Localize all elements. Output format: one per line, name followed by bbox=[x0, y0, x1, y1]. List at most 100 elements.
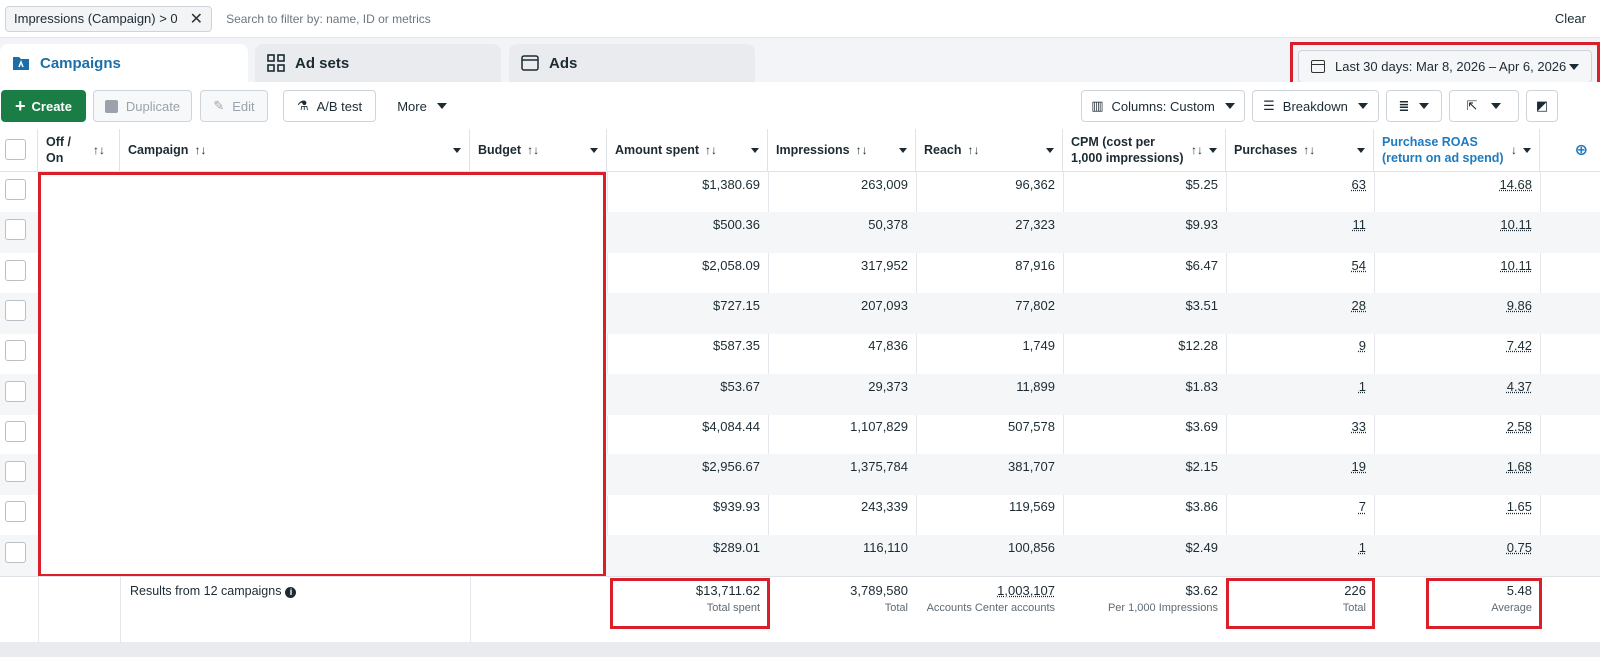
row-checkbox[interactable] bbox=[5, 501, 26, 523]
date-range-picker[interactable]: Last 30 days: Mar 8, 2026 – Apr 6, 2026 bbox=[1298, 50, 1592, 83]
cell-value: $2.15 bbox=[1185, 459, 1218, 475]
edit-button[interactable]: ✎ Edit bbox=[200, 90, 268, 122]
search-input[interactable]: Search to filter by: name, ID or metrics bbox=[226, 11, 431, 26]
sort-icon[interactable]: ↑↓ bbox=[1191, 143, 1203, 157]
cell-value: $4,084.44 bbox=[702, 418, 760, 434]
cell-value: $727.15 bbox=[713, 297, 760, 313]
total-value[interactable]: 1,003,107 bbox=[997, 583, 1055, 598]
chevron-down-icon[interactable] bbox=[1046, 147, 1054, 153]
col-purchases[interactable]: Purchases ↑↓ bbox=[1226, 129, 1374, 172]
tab-campaigns[interactable]: Campaigns bbox=[0, 44, 248, 82]
cell-purchases[interactable]: 19 bbox=[1226, 454, 1374, 495]
cell-roas[interactable]: 1.68 bbox=[1374, 454, 1540, 495]
cell-roas[interactable]: 2.58 bbox=[1374, 414, 1540, 455]
cell-roas[interactable]: 0.75 bbox=[1374, 535, 1540, 576]
cell-purchases[interactable]: 1 bbox=[1226, 535, 1374, 576]
chart-icon: ◩ bbox=[1535, 98, 1549, 113]
table-row[interactable]: $939.93 243,339 119,569 $3.86 7 1.65 bbox=[0, 494, 1600, 535]
row-checkbox[interactable] bbox=[5, 219, 26, 241]
row-checkbox[interactable] bbox=[5, 420, 26, 442]
table-row[interactable]: $1,380.69 263,009 96,362 $5.25 63 14.68 bbox=[0, 172, 1600, 213]
col-cpm[interactable]: CPM (cost per 1,000 impressions) ↑↓ bbox=[1063, 129, 1226, 172]
sort-icon[interactable]: ↑↓ bbox=[705, 143, 718, 157]
ab-test-button[interactable]: ⚗ A/B test bbox=[283, 90, 376, 122]
cell-purchases[interactable]: 63 bbox=[1226, 172, 1374, 213]
chevron-down-icon bbox=[1357, 103, 1368, 109]
total-sub: Accounts Center accounts bbox=[926, 602, 1055, 614]
chevron-down-icon bbox=[1491, 103, 1502, 109]
duplicate-button[interactable]: Duplicate bbox=[93, 90, 192, 122]
cell-roas[interactable]: 10.11 bbox=[1374, 212, 1540, 253]
col-purchase-roas[interactable]: Purchase ROAS (return on ad spend) ↓ bbox=[1374, 129, 1540, 172]
col-campaign[interactable]: Campaign ↑↓ bbox=[120, 129, 470, 172]
cell-purchases[interactable]: 1 bbox=[1226, 374, 1374, 415]
cell-roas[interactable]: 1.65 bbox=[1374, 494, 1540, 535]
col-off-on[interactable]: Off / On ↑↓ bbox=[38, 129, 120, 172]
tab-label: Campaigns bbox=[40, 54, 121, 72]
row-checkbox[interactable] bbox=[5, 380, 26, 402]
col-impressions[interactable]: Impressions ↑↓ bbox=[768, 129, 916, 172]
chevron-down-icon[interactable] bbox=[1523, 147, 1531, 153]
cell-roas[interactable]: 7.42 bbox=[1374, 333, 1540, 374]
table-row[interactable]: $4,084.44 1,107,829 507,578 $3.69 33 2.58 bbox=[0, 414, 1600, 455]
cell-purchases[interactable]: 28 bbox=[1226, 293, 1374, 334]
tab-ads[interactable]: Ads bbox=[509, 44, 755, 82]
cell-purchases[interactable]: 54 bbox=[1226, 253, 1374, 294]
horizontal-scrollbar[interactable] bbox=[0, 642, 1600, 657]
more-button[interactable]: More bbox=[388, 90, 456, 122]
cell-impressions: 1,107,829 bbox=[768, 414, 916, 455]
cell-roas[interactable]: 9.86 bbox=[1374, 293, 1540, 334]
create-button[interactable]: + Create bbox=[1, 90, 86, 122]
table-row[interactable]: $587.35 47,836 1,749 $12.28 9 7.42 bbox=[0, 333, 1600, 374]
chevron-down-icon[interactable] bbox=[1357, 147, 1365, 153]
cell-value: 28 bbox=[1351, 297, 1366, 313]
reports-button[interactable]: ≣ bbox=[1386, 90, 1442, 122]
col-label: Campaign bbox=[128, 143, 189, 157]
chevron-down-icon[interactable] bbox=[751, 147, 759, 153]
chevron-down-icon[interactable] bbox=[453, 147, 461, 153]
info-icon[interactable]: i bbox=[285, 587, 297, 598]
row-checkbox[interactable] bbox=[5, 299, 26, 321]
chevron-down-icon[interactable] bbox=[899, 147, 907, 153]
cell-purchases[interactable]: 11 bbox=[1226, 212, 1374, 253]
row-checkbox[interactable] bbox=[5, 179, 26, 200]
cell-cpm: $12.28 bbox=[1063, 333, 1226, 374]
cell-purchases[interactable]: 9 bbox=[1226, 333, 1374, 374]
cell-purchases[interactable]: 7 bbox=[1226, 494, 1374, 535]
row-checkbox[interactable] bbox=[5, 340, 26, 362]
sort-icon[interactable]: ↑↓ bbox=[967, 143, 980, 157]
sort-desc-icon[interactable]: ↓ bbox=[1511, 143, 1517, 157]
col-budget[interactable]: Budget ↑↓ bbox=[470, 129, 607, 172]
sort-icon[interactable]: ↑↓ bbox=[194, 143, 207, 157]
col-amount-spent[interactable]: Amount spent ↑↓ bbox=[607, 129, 768, 172]
columns-button[interactable]: ▥ Columns: Custom bbox=[1081, 90, 1245, 122]
cell-roas[interactable]: 4.37 bbox=[1374, 374, 1540, 415]
col-reach[interactable]: Reach ↑↓ bbox=[916, 129, 1063, 172]
sort-icon[interactable]: ↑↓ bbox=[1303, 143, 1316, 157]
row-checkbox[interactable] bbox=[5, 541, 26, 563]
chevron-down-icon[interactable] bbox=[1209, 147, 1217, 153]
export-button[interactable]: ⇱ bbox=[1449, 90, 1519, 122]
sort-icon[interactable]: ↑↓ bbox=[855, 143, 868, 157]
cell-roas[interactable]: 10.11 bbox=[1374, 253, 1540, 294]
select-all-checkbox[interactable] bbox=[5, 139, 26, 160]
cell-roas[interactable]: 14.68 bbox=[1374, 172, 1540, 213]
cell-purchases[interactable]: 33 bbox=[1226, 414, 1374, 455]
chevron-down-icon[interactable] bbox=[590, 147, 598, 153]
breakdown-button[interactable]: ☰ Breakdown bbox=[1252, 90, 1379, 122]
tab-ad-sets[interactable]: Ad sets bbox=[255, 44, 501, 82]
sort-icon[interactable]: ↑↓ bbox=[93, 143, 105, 157]
table-row[interactable]: $2,058.09 317,952 87,916 $6.47 54 10.11 bbox=[0, 253, 1600, 294]
total-value: $13,711.62 bbox=[695, 583, 760, 598]
chart-button[interactable]: ◩ bbox=[1526, 90, 1558, 122]
clear-filters-link[interactable]: Clear bbox=[1554, 11, 1586, 26]
row-checkbox[interactable] bbox=[5, 259, 26, 281]
add-column-icon[interactable]: ⊕ bbox=[1574, 142, 1588, 159]
row-checkbox[interactable] bbox=[5, 461, 26, 483]
duplicate-icon bbox=[104, 99, 118, 113]
columns-label: Columns: Custom bbox=[1111, 98, 1215, 114]
sort-icon[interactable]: ↑↓ bbox=[527, 143, 540, 157]
close-icon[interactable]: ✕ bbox=[189, 10, 204, 28]
cell-value: 33 bbox=[1351, 418, 1366, 434]
filter-chip[interactable]: Impressions (Campaign) > 0 ✕ bbox=[5, 5, 213, 32]
